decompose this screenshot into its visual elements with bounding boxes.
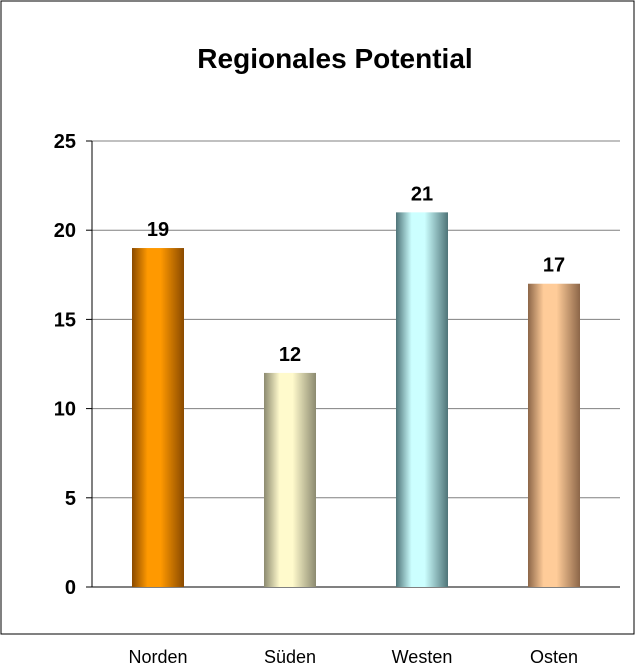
data-label: 19	[147, 219, 169, 241]
data-label: 17	[543, 255, 565, 277]
y-tick-label: 10	[54, 399, 76, 421]
y-tick-label: 25	[54, 131, 76, 153]
data-labels: 19 12 21 17	[147, 183, 565, 366]
x-tick-label: Süden	[264, 647, 316, 667]
bar-norden	[132, 248, 184, 588]
y-tick-label: 15	[54, 309, 76, 331]
bar-westen	[396, 212, 448, 588]
y-tick-label: 20	[54, 220, 76, 242]
x-tick-label: Westen	[392, 647, 453, 667]
chart-title: Regionales Potential	[197, 43, 472, 74]
y-tick-label: 0	[65, 577, 76, 599]
bars	[132, 212, 580, 588]
bar-süden	[264, 372, 316, 587]
data-label: 21	[411, 183, 433, 205]
data-label: 12	[279, 344, 301, 366]
bar-osten	[528, 283, 580, 587]
tick-labels: 0 5 10 15 20 25 Norden Süden Westen Osten	[54, 131, 578, 667]
x-tick-label: Norden	[128, 647, 187, 667]
y-tick-label: 5	[65, 488, 76, 510]
x-tick-label: Osten	[530, 647, 578, 667]
